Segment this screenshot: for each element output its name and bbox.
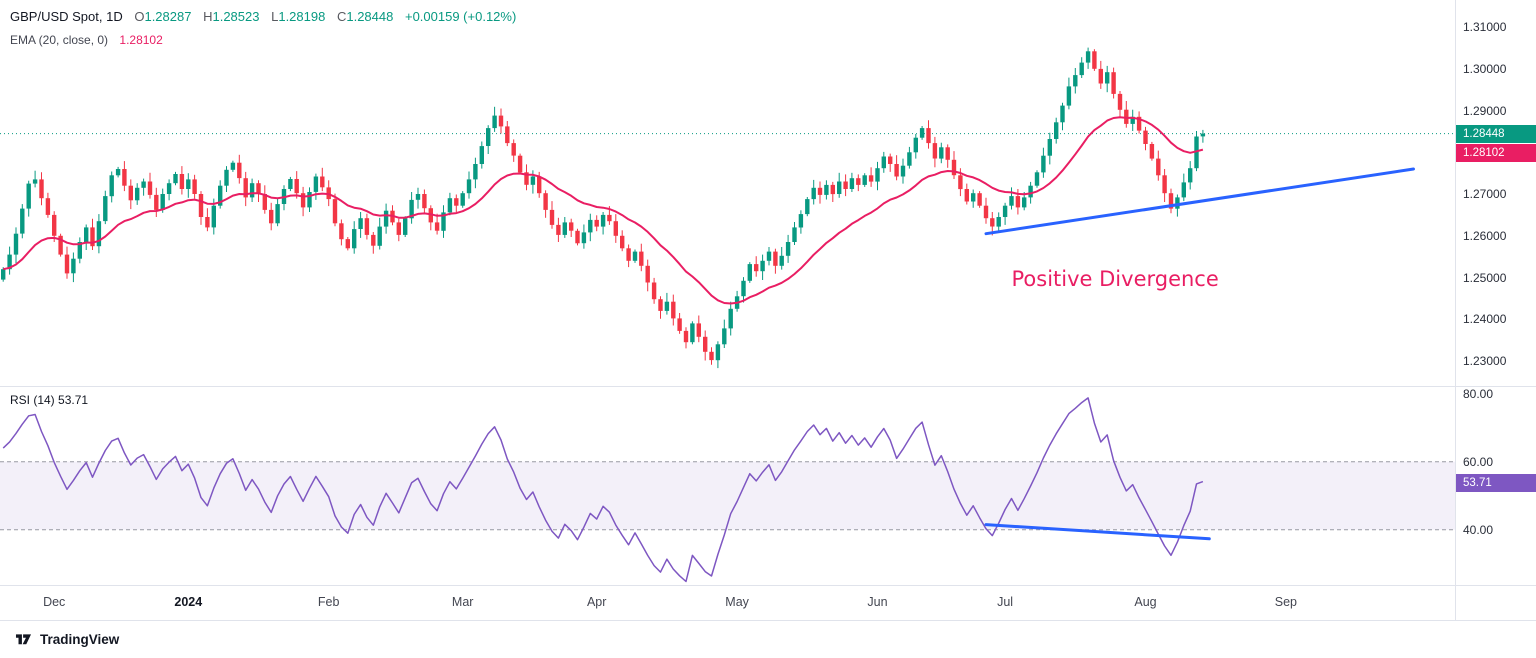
tradingview-logo-icon[interactable] [14, 630, 33, 649]
price-tick-label: 1.25000 [1463, 270, 1507, 285]
change-value: +0.00159 (+0.12%) [404, 9, 517, 24]
divergence-annotation[interactable]: Positive Divergence [1012, 267, 1219, 291]
time-tick-label: Sep [1274, 595, 1298, 609]
price-tick-label: 1.26000 [1463, 228, 1507, 243]
open-label: O [134, 9, 145, 24]
rsi-line[interactable] [2, 397, 1204, 583]
price-tick-label: 1.30000 [1463, 61, 1507, 76]
ema-legend-row[interactable]: EMA (20, close, 0) 1.28102 [10, 31, 516, 49]
close-value: 1.28448 [346, 9, 394, 24]
ema-indicator-value: 1.28102 [119, 32, 163, 47]
rsi-indicator-value: 53.71 [58, 393, 89, 407]
main-chart-pane[interactable]: Positive Divergence GBP/USD Spot, 1D O1.… [0, 0, 1455, 386]
time-tick-label: May [725, 595, 749, 609]
time-tick-label: Apr [586, 595, 607, 609]
price-trendline[interactable] [984, 167, 1415, 236]
symbol-title[interactable]: GBP/USD Spot, 1D [10, 9, 123, 24]
price-badge: 1.28448 [1456, 124, 1536, 143]
tradingview-brand-text[interactable]: TradingView [40, 631, 120, 647]
price-scale[interactable]: 1.31000 1.30000 1.29000 1.27000 1.26000 1.250… [1455, 0, 1536, 620]
price-tick-label: 1.27000 [1463, 187, 1507, 202]
rsi-legend-row[interactable]: RSI (14) 53.71 [10, 393, 88, 407]
rsi-pane[interactable]: RSI (14) 53.71 [0, 387, 1455, 584]
low-label: L [271, 9, 279, 24]
price-chart-canvas[interactable]: Positive Divergence [0, 0, 1455, 386]
close-label: C [336, 9, 347, 24]
ema-line[interactable] [2, 116, 1204, 305]
time-axis-divider [0, 585, 1536, 586]
price-tick-label: 1.29000 [1463, 103, 1507, 118]
price-tick-label: 1.24000 [1463, 312, 1507, 327]
time-axis[interactable]: Dec 2024 Feb Mar Apr May Jun Jul Aug Sep [0, 585, 1455, 620]
open-value: 1.28287 [144, 9, 192, 24]
time-tick-label: Jun [867, 595, 888, 609]
ema-indicator-label[interactable]: EMA (20, close, 0) [10, 32, 109, 47]
symbol-legend-row[interactable]: GBP/USD Spot, 1D O1.28287 H1.28523 L1.28… [10, 7, 516, 27]
price-tick-label: 1.31000 [1463, 20, 1507, 35]
rsi-tick-label: 40.00 [1463, 522, 1494, 537]
high-label: H [203, 9, 213, 24]
time-tick-label: Jul [997, 595, 1014, 609]
price-legend[interactable]: GBP/USD Spot, 1D O1.28287 H1.28523 L1.28… [10, 7, 516, 49]
rsi-tick-label: 80.00 [1463, 386, 1494, 401]
footer-divider [0, 620, 1536, 621]
time-tick-label: 2024 [174, 595, 203, 609]
price-tick-label: 1.23000 [1463, 353, 1507, 368]
footer-bar: TradingView [0, 620, 1536, 658]
time-tick-label: Aug [1134, 595, 1157, 609]
time-tick-label: Dec [43, 595, 66, 609]
price-badge: 1.28102 [1456, 143, 1536, 162]
rsi-indicator-label[interactable]: RSI (14) [10, 393, 55, 407]
high-value: 1.28523 [212, 9, 260, 24]
rsi-tick-label: 60.00 [1463, 454, 1494, 469]
rsi-chart-canvas[interactable] [0, 387, 1455, 584]
time-tick-label: Mar [451, 595, 474, 609]
pane-divider[interactable] [0, 386, 1536, 387]
time-tick-label: Feb [317, 595, 340, 609]
rsi-trendline[interactable] [984, 523, 1211, 541]
rsi-band [0, 461, 1455, 530]
low-value: 1.28198 [278, 9, 326, 24]
rsi-badge: 53.71 [1456, 474, 1536, 493]
